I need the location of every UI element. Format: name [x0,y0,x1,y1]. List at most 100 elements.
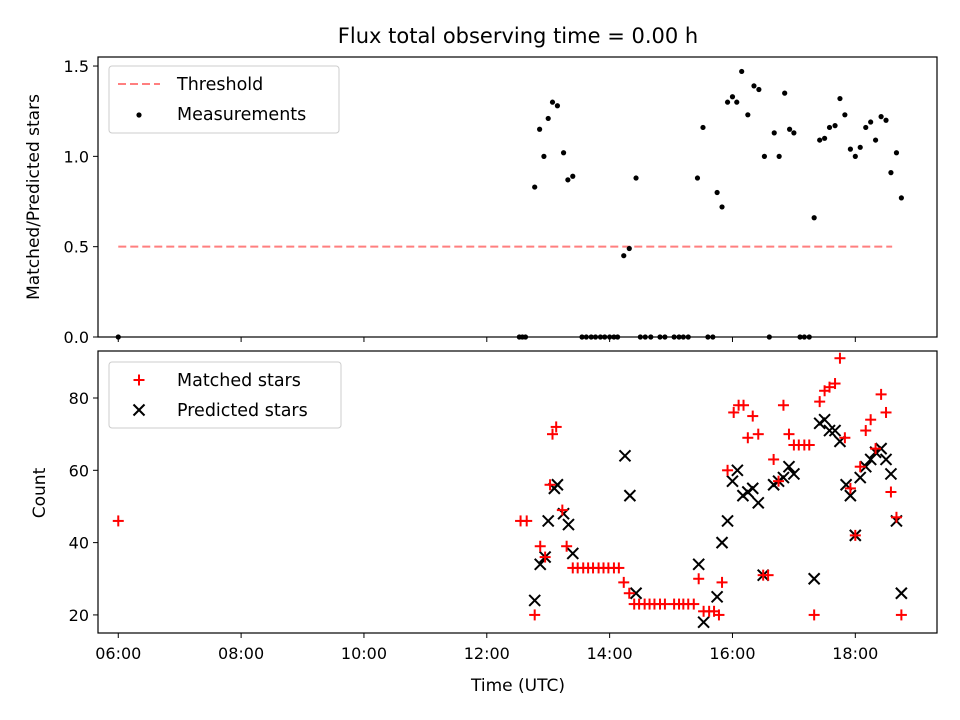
matched-star-point [742,432,754,444]
measurement-point [826,124,833,131]
top-y-tick-label: 1.5 [64,57,89,76]
measurement-point [822,135,828,141]
predicted-star-point [864,453,877,466]
top-marks [115,68,904,340]
measurement-point [791,130,797,136]
bottom-legend-box [108,361,342,429]
predicted-star-point [721,514,734,528]
measurement-point [739,68,745,75]
matched-star-point [860,425,872,437]
measurement-point [714,189,720,196]
measurement-point [771,130,777,136]
measurement-point [761,153,768,159]
predicted-star-point [528,594,541,607]
bottom-y-tick-label: 80 [69,389,89,408]
predicted-star-point [879,453,893,466]
bottom-y-tick-label: 20 [69,606,89,625]
x-axis-label: Time (UTC) [470,676,565,696]
matched-star-point [716,576,728,588]
predicted-star-point [726,474,739,488]
matched-star-point [547,428,559,440]
matched-star-point [529,609,541,621]
measurement-point [868,119,874,125]
measurement-point [545,115,551,122]
matched-star-point [803,439,815,451]
measurement-point [883,117,889,123]
predicted-star-point [710,590,724,604]
bottom-y-axis-label: Count [30,467,50,518]
matched-star-point [880,406,892,418]
measurement-point [811,215,817,221]
predicted-star-point [534,558,547,571]
predicted-star-point [715,536,729,549]
matched-star-point [777,399,789,411]
x-tick-label: 16:00 [709,644,755,663]
matched-star-point [885,486,897,498]
bottom-marks [112,352,908,629]
measurement-point [633,175,639,181]
measurement-point [888,170,894,176]
matched-star-point [839,432,851,444]
measurement-point [537,126,543,132]
matched-star-point [747,410,759,422]
matched-star-point [762,569,774,581]
predicted-legend-swatch [132,403,146,417]
matched-star-point [659,598,671,610]
measurement-point [782,90,788,96]
measurement-point [570,173,576,179]
predicted-star-point [692,558,705,571]
matched-star-point [693,573,705,585]
measurement-point [724,99,731,105]
predicted-star-point [844,489,857,502]
x-tick-label: 18:00 [832,644,878,663]
matched-star-point [722,464,734,476]
measurement-point [751,83,757,89]
measurement-point [776,153,782,159]
measurement-point [734,99,740,105]
matched-star-point [561,540,573,552]
predicted-star-point [623,489,637,502]
predicted-star-point [807,572,821,585]
measurement-point [729,94,736,100]
top-y-tick-label: 1.0 [64,147,89,166]
bottom-y-ticks: 20 40 60 80 [69,389,98,625]
measurement-point [626,245,632,252]
x-tick-label: 08:00 [218,644,264,663]
measurement-point [719,204,725,210]
matched-legend-swatch [133,374,145,386]
measurement-point [898,195,904,201]
predicted-star-point [752,496,765,510]
top-panel: 0.0 0.5 1.0 1.5 Matched/Predicted stars Thr… [24,56,938,347]
matched-star-point [752,428,764,440]
x-tick-label: 06:00 [95,644,141,663]
measurements-legend-swatch [136,112,142,118]
x-tick-label: 10:00 [341,644,387,663]
predicted-star-point [746,482,759,495]
top-y-tick-label: 0.0 [64,328,89,347]
matched-star-point [550,421,562,433]
x-tick-label: 12:00 [464,644,510,663]
matched-star-point [834,352,846,364]
measurement-point [832,123,838,129]
predicted-star-point [828,424,842,437]
matched-legend-label: Matched stars [177,371,301,391]
predicted-star-point [731,464,744,477]
measurement-point [878,114,884,120]
predicted-legend-label: Predicted stars [177,401,308,421]
measurement-point [565,177,571,183]
predicted-star-point [823,424,836,437]
matched-star-point [849,529,861,541]
measurement-point [863,124,869,131]
top-y-axis-label: Matched/Predicted stars [24,94,44,300]
matched-star-point [738,399,750,411]
bottom-panel-frame [97,350,938,634]
matched-star-point [870,443,882,455]
top-panel-frame [97,56,938,338]
matched-star-point [618,576,630,588]
matched-star-point [713,609,725,621]
predicted-star-point [566,547,579,560]
bottom-panel: 20 40 60 80 06:00 08:00 10:00 12:00 14:00 16:00 1… [30,350,938,696]
predicted-star-point [782,460,796,473]
measurement-point [852,153,858,159]
